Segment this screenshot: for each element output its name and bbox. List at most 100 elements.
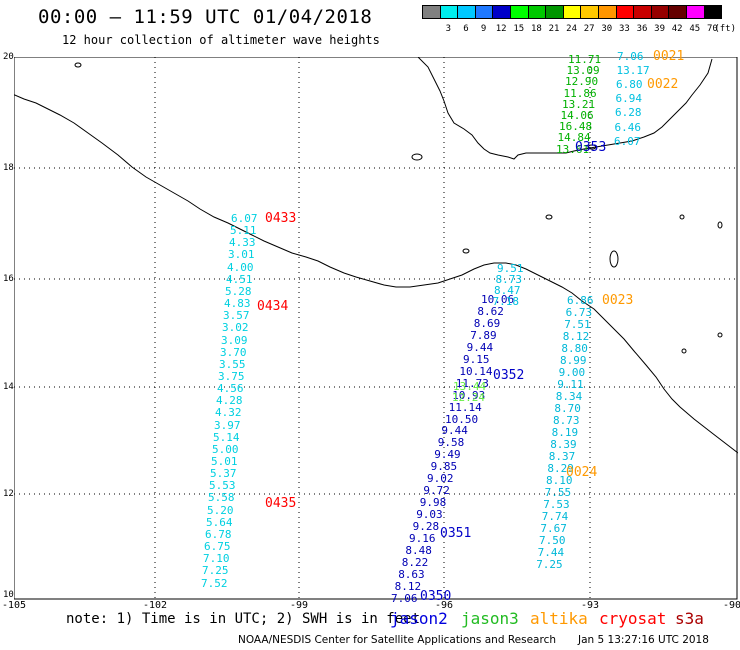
legend-label: 24 (566, 24, 578, 34)
wave-height-value: 8.12 (562, 330, 590, 343)
wave-height-value: 11.73 (455, 376, 489, 390)
pass-time-label: 0021 (653, 49, 685, 64)
legend-label: 6 (463, 24, 469, 34)
map-frame (14, 57, 738, 600)
map-subtitle: 12 hour collection of altimeter wave hei… (62, 33, 380, 47)
wave-height-value: 7.50 (539, 534, 566, 547)
wave-height-value: 7.89 (470, 328, 497, 342)
wave-height-value: 12.24 (451, 391, 486, 404)
credit-line: NOAA/NESDIS Center for Satellite Applica… (238, 634, 556, 646)
wave-height-value: 4.56 (217, 382, 244, 396)
wave-height-value: 8.10 (546, 474, 573, 487)
wave-height-value: 7.10 (203, 552, 230, 566)
legend-label: 21 (548, 24, 560, 34)
wave-height-value: 8.69 (473, 316, 501, 330)
wave-height-value: 9.44 (466, 340, 494, 354)
wave-height-value: 13.44 (453, 380, 487, 393)
legend-label: 39 (654, 24, 666, 34)
wave-height-value: 10.14 (459, 364, 493, 378)
wave-height-value: 6.46 (614, 120, 642, 134)
wave-height-value: 9.58 (437, 436, 465, 450)
wave-height-value: 7.67 (540, 522, 567, 535)
wave-height-value: 12.90 (565, 75, 599, 89)
legend-swatch (686, 5, 705, 19)
pass-time-label: 0433 (265, 211, 297, 226)
wave-height-value: 6.86 (567, 294, 594, 307)
wave-height-value: 5.64 (206, 515, 233, 529)
wave-height-value: 9.98 (419, 496, 447, 510)
wave-height-value: 10.50 (445, 412, 479, 426)
legend-label: 18 (530, 24, 542, 34)
legend-swatch (457, 5, 476, 19)
wave-height-value: 11.14 (448, 400, 482, 414)
legend-swatch (580, 5, 599, 19)
wave-height-value: 7.44 (537, 546, 565, 559)
satellite-legend-jason3: jason3 (461, 609, 519, 628)
legend-label: 36 (636, 24, 648, 34)
wave-height-value: 5.20 (207, 503, 234, 517)
wave-height-value: 5.01 (211, 455, 238, 468)
wave-height-value: 5.00 (212, 442, 239, 456)
wave-height-value: 11.86 (563, 86, 597, 100)
wave-height-value: 7.53 (543, 498, 570, 511)
wave-height-value: 7.74 (541, 510, 569, 523)
timestamp: Jan 5 13:27:16 UTC 2018 (578, 634, 709, 646)
wave-height-value: 6.80 (616, 78, 643, 92)
wave-height-value: 6.94 (615, 92, 643, 106)
lat-tick: 12 (3, 489, 14, 499)
lon-tick: -102 (142, 600, 168, 611)
wave-height-value: 3.55 (219, 357, 246, 371)
wave-height-value: 8.29 (547, 462, 574, 475)
wave-height-value: 6.78 (205, 527, 232, 541)
wave-height-value: 8.48 (405, 543, 432, 557)
satellite-legend-cryosat: cryosat (599, 609, 667, 628)
wave-height-value: 10.93 (452, 388, 486, 402)
wave-height-value: 8.37 (548, 450, 576, 463)
legend-label: 70 (706, 24, 718, 34)
wave-height-value: 8.70 (554, 402, 581, 415)
legend-label: 9 (480, 24, 487, 34)
wave-height-value: 13.09 (566, 64, 600, 78)
satellite-legend-altika: altika (530, 609, 588, 628)
lon-tick: -99 (289, 600, 309, 611)
lon-tick: -90 (722, 600, 740, 611)
legend-swatch (633, 5, 652, 19)
wave-height-value: 8.34 (555, 390, 583, 403)
wave-height-value: 3.75 (218, 369, 245, 383)
wave-height-value: 8.73 (553, 414, 580, 427)
wave-height-value: 9.85 (430, 460, 458, 474)
wave-height-value: 7.06 (617, 50, 644, 63)
wave-height-value: 5.11 (230, 224, 257, 238)
wave-height-value: 4.32 (215, 406, 242, 420)
graticule (14, 57, 737, 599)
wave-height-value: 6.07 (614, 134, 641, 148)
islands (74, 62, 723, 354)
pass-time-label: 0435 (265, 496, 297, 511)
wave-height-value: 16.48 (559, 120, 593, 134)
lon-tick: -105 (1, 600, 27, 611)
wave-height-value: 13.17 (616, 64, 650, 78)
wave-height-value: 3.09 (221, 333, 248, 347)
wave-height-value: 9.15 (463, 352, 490, 366)
wave-height-value: 13.61 (556, 142, 590, 156)
wave-height-value: 4.51 (226, 272, 253, 286)
wave-height-value: 7.25 (536, 558, 563, 571)
legend-swatch (439, 5, 459, 19)
wave-height-value: 7.25 (202, 564, 229, 578)
legend-swatch (492, 5, 511, 19)
wave-height-value: 7.06 (391, 591, 418, 605)
wave-height-value: 8.99 (560, 354, 587, 367)
wave-height-value: 8.12 (394, 579, 422, 593)
wave-height-value: 11.71 (568, 53, 602, 66)
wave-height-value: 9.51 (497, 262, 524, 275)
lat-tick: 16 (3, 274, 14, 284)
map-canvas (14, 57, 738, 600)
legend-swatch (545, 5, 564, 19)
pass-time-label: 0353 (575, 140, 607, 155)
wave-height-value: 9.16 (409, 532, 436, 545)
wave-height-value: 4.00 (227, 260, 254, 274)
wave-height-value: 8.19 (551, 426, 579, 439)
legend-swatch (474, 5, 494, 19)
lat-tick: 10 (3, 590, 14, 600)
wave-height-value: 8.73 (495, 273, 523, 286)
